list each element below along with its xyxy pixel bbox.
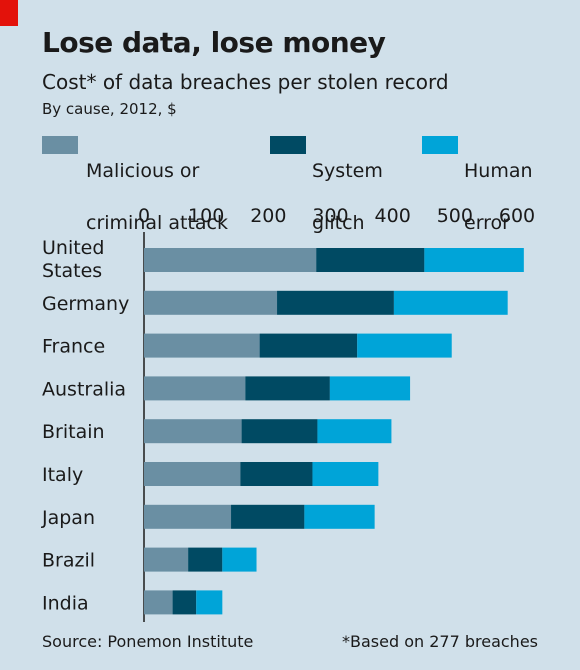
bar-segment [329,376,411,401]
legend-label-malicious: Malicious or criminal attack [86,132,266,236]
category-label: India [42,592,89,614]
legend-label-human-line2: error [464,212,510,234]
legend-swatch-malicious [42,136,78,154]
bar-segment [317,419,392,444]
bar-segment [316,248,425,272]
bar-segment [144,590,173,615]
legend-label-human-line1: Human [464,160,533,182]
chart-title: Lose data, lose money [42,26,386,59]
accent-tab [0,0,18,26]
category-label: Britain [42,421,105,443]
bar-segment [304,504,375,529]
category-label-line: States [42,260,102,282]
bar-segment [144,333,260,358]
chart-units-note: By cause, 2012, $ [42,100,177,118]
bar-segment [393,290,508,315]
bar-segment [259,333,358,358]
x-tick-label: 0 [138,205,150,227]
chart-subtitle: Cost* of data breaches per stolen record [42,70,449,94]
category-label: Japan [41,507,95,529]
footnote: *Based on 277 breaches [342,632,538,651]
x-tick-label: 400 [375,205,411,227]
category-label: United States [42,237,104,282]
category-label: Italy [42,464,83,486]
legend-label-malicious-line2: criminal attack [86,212,228,234]
bar-segment [277,290,394,315]
bar-segment [222,547,257,572]
bar-segment [144,419,242,444]
chart-legend: Malicious or criminal attack System glit… [42,132,562,234]
bar-segment [231,504,305,529]
bar-segment [172,590,197,615]
x-tick-label: 600 [499,205,535,227]
category-label-line: United [42,237,104,259]
x-tick-label: 300 [312,205,348,227]
bar-segment [144,462,241,486]
bar-segment [144,248,317,272]
legend-label-system-line2: glitch [312,212,365,234]
legend-label-malicious-line1: Malicious or [86,160,200,182]
bar-segment [144,290,278,315]
category-label: Germany [42,293,129,315]
legend-swatch-human [422,136,458,154]
category-label: Brazil [42,550,95,572]
legend-label-human: Human error [464,132,580,236]
x-tick-label: 100 [188,205,224,227]
category-label: France [42,336,105,358]
bar-segment [196,590,223,615]
bar-segment [144,376,246,401]
x-tick-label: 200 [250,205,286,227]
bar-segment [240,462,313,486]
bar-segment [241,419,318,444]
legend-label-system: System glitch [312,132,492,236]
legend-label-system-line1: System [312,160,383,182]
bar-segment [312,462,379,486]
legend-swatch-system [270,136,306,154]
x-tick-label: 500 [437,205,473,227]
bar-segment [144,504,232,529]
bar-segment [424,248,524,272]
source-note: Source: Ponemon Institute [42,632,254,651]
category-label: Australia [42,378,126,400]
bar-segment [144,547,189,572]
bar-segment [245,376,330,401]
bar-segment [357,333,452,358]
bar-segment [188,547,223,572]
